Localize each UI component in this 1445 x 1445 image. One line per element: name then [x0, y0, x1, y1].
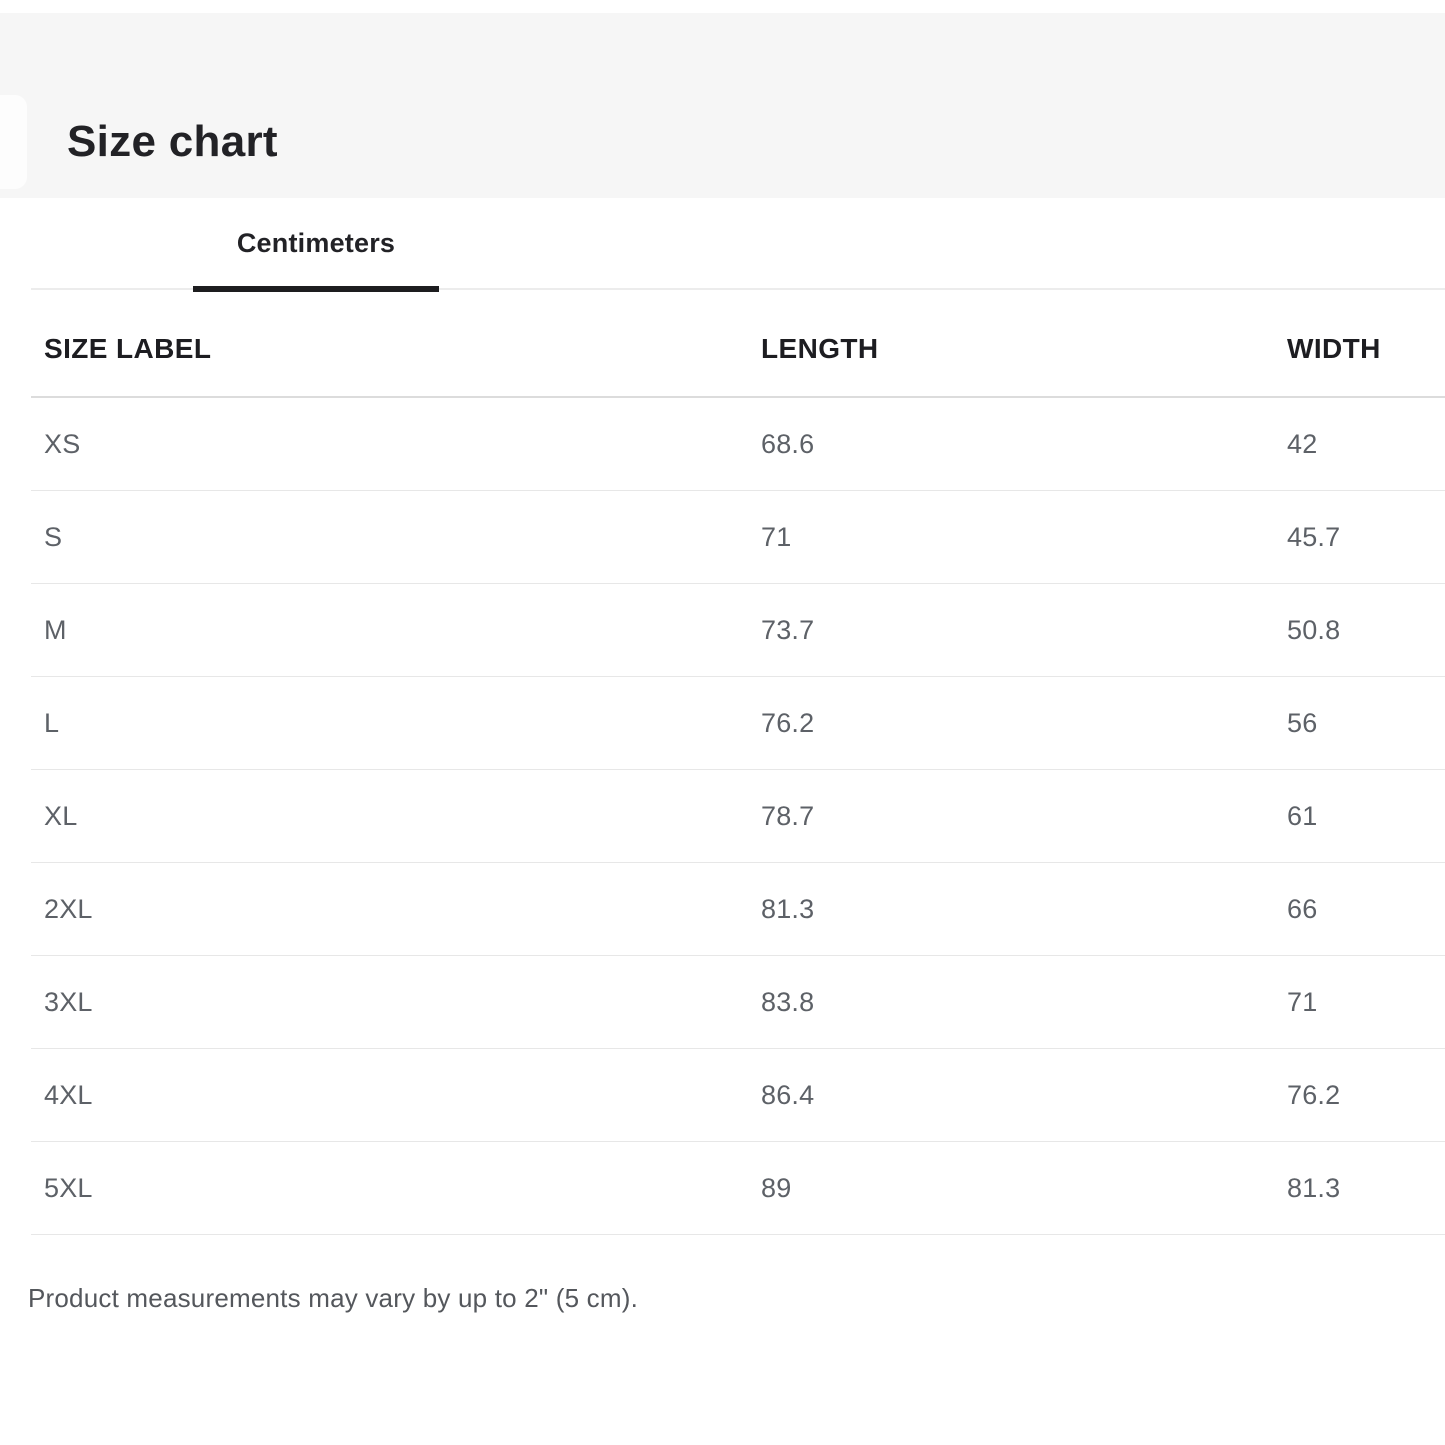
- active-tab-underline: [193, 286, 439, 292]
- table-row: XS 68.6 42: [31, 397, 1445, 491]
- table-row: 2XL 81.3 66: [31, 862, 1445, 956]
- size-cell: L: [31, 676, 748, 770]
- size-cell: 2XL: [31, 862, 748, 956]
- width-cell: 76.2: [1274, 1048, 1445, 1142]
- header-row: SIZE LABEL LENGTH WIDTH: [31, 291, 1445, 398]
- width-cell: 66: [1274, 862, 1445, 956]
- size-cell: 3XL: [31, 955, 748, 1049]
- length-cell: 68.6: [748, 397, 1274, 491]
- size-cell: 4XL: [31, 1048, 748, 1142]
- size-cell: S: [31, 490, 748, 584]
- length-cell: 83.8: [748, 955, 1274, 1049]
- width-cell: 50.8: [1274, 583, 1445, 677]
- page-title: Size chart: [67, 117, 278, 166]
- header-band: Size chart: [0, 13, 1445, 198]
- table-row: L 76.2 56: [31, 676, 1445, 770]
- column-header-length: LENGTH: [748, 291, 1274, 398]
- table-row: S 71 45.7: [31, 490, 1445, 584]
- left-edge-notch: [0, 95, 27, 189]
- size-cell: XS: [31, 397, 748, 491]
- width-cell: 61: [1274, 769, 1445, 863]
- width-cell: 45.7: [1274, 490, 1445, 584]
- size-cell: M: [31, 583, 748, 677]
- table-row: XL 78.7 61: [31, 769, 1445, 863]
- size-cell: 5XL: [31, 1141, 748, 1235]
- length-cell: 76.2: [748, 676, 1274, 770]
- table-row: M 73.7 50.8: [31, 583, 1445, 677]
- column-header-width: WIDTH: [1274, 291, 1445, 398]
- width-cell: 42: [1274, 397, 1445, 491]
- tab-label: Centimeters: [236, 228, 396, 258]
- table-row: 4XL 86.4 76.2: [31, 1048, 1445, 1142]
- measurement-disclaimer: Product measurements may vary by up to 2…: [28, 1283, 639, 1313]
- length-cell: 71: [748, 490, 1274, 584]
- column-header-size-label: SIZE LABEL: [31, 291, 748, 398]
- width-cell: 71: [1274, 955, 1445, 1049]
- table-body: XS 68.6 42 S 71 45.7 M 73.7 50.8 L 76.2 56 XL 78.7 61 2…: [31, 397, 1445, 1235]
- length-cell: 73.7: [748, 583, 1274, 677]
- size-cell: XL: [31, 769, 748, 863]
- table-row: 3XL 83.8 71: [31, 955, 1445, 1049]
- unit-tab-bar: Centimeters: [0, 198, 1445, 292]
- length-cell: 78.7: [748, 769, 1274, 863]
- width-cell: 81.3: [1274, 1141, 1445, 1235]
- size-chart-table: SIZE LABEL LENGTH WIDTH XS 68.6 42 S 71 45.7 M…: [31, 291, 1445, 1235]
- tab-bar-rule: [31, 288, 1445, 290]
- tab-centimeters[interactable]: Centimeters: [193, 228, 439, 292]
- table-row: 5XL 89 81.3: [31, 1141, 1445, 1235]
- table-header: SIZE LABEL LENGTH WIDTH: [31, 291, 1445, 398]
- length-cell: 89: [748, 1141, 1274, 1235]
- length-cell: 81.3: [748, 862, 1274, 956]
- width-cell: 56: [1274, 676, 1445, 770]
- length-cell: 86.4: [748, 1048, 1274, 1142]
